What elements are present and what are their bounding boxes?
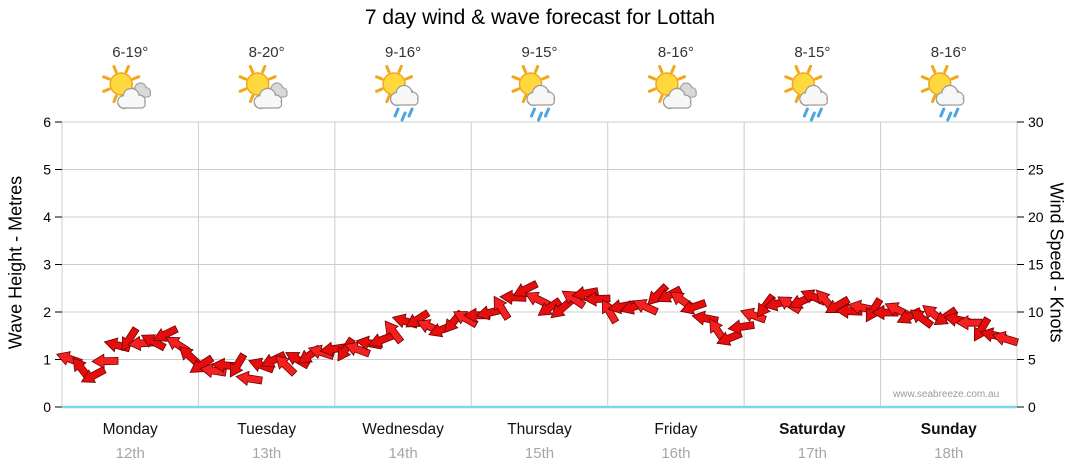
wind-arrow	[601, 299, 620, 325]
weather-icon-partly-cloudy	[647, 64, 697, 110]
right-tick-label: 25	[1028, 162, 1044, 178]
right-tick-label: 10	[1028, 304, 1044, 320]
left-tick-label: 3	[43, 257, 51, 273]
weather-icon-showers	[374, 64, 419, 122]
left-tick-label: 0	[43, 399, 51, 415]
temp-range-label: 9-15°	[521, 44, 557, 61]
wind-arrow	[384, 320, 405, 345]
left-tick-label: 4	[43, 209, 51, 225]
left-tick-label: 1	[43, 352, 51, 368]
weather-icon-partly-cloudy	[238, 64, 288, 110]
wind-arrow	[260, 351, 287, 368]
right-tick-label: 0	[1028, 399, 1036, 415]
day-columns: 6-19° Monday 12th 8-20° Tuesday 13th 9-16° Wedn…	[102, 44, 977, 462]
wind-arrow	[571, 286, 599, 302]
weather-icon-showers	[920, 64, 965, 122]
wind-arrow	[991, 331, 1019, 347]
weather-icon-showers	[511, 64, 556, 122]
right-tick-label: 30	[1028, 114, 1044, 130]
chart-title: 7 day wind & wave forecast for Lottah	[364, 6, 716, 29]
wind-arrow	[537, 297, 563, 316]
wind-arrow	[632, 299, 659, 316]
axis-ticks: 0 1 2 3 4 5 6 0 5 10 15 20 25 30	[43, 114, 1044, 415]
temp-range-label: 8-15°	[794, 44, 830, 61]
day-date-label: 13th	[252, 445, 281, 462]
wind-arrow	[229, 352, 248, 378]
day-name-label: Sunday	[921, 421, 977, 438]
day-date-label: 12th	[116, 445, 145, 462]
day-name-label: Friday	[654, 421, 697, 438]
wind-arrow	[91, 353, 119, 369]
wind-arrow	[909, 309, 935, 329]
right-tick-label: 20	[1028, 209, 1044, 225]
wind-arrow	[80, 366, 107, 383]
weather-icon-showers	[784, 64, 828, 122]
wind-arrow	[337, 336, 356, 362]
wind-arrow	[493, 295, 512, 321]
day-name-label: Tuesday	[237, 421, 296, 438]
temp-range-label: 9-16°	[385, 44, 421, 61]
left-tick-label: 6	[43, 114, 51, 130]
temp-range-label: 8-20°	[249, 44, 285, 61]
day-name-label: Monday	[103, 421, 158, 438]
day-date-label: 16th	[661, 445, 690, 462]
wind-arrow	[561, 290, 587, 310]
day-date-label: 14th	[388, 445, 417, 462]
left-axis-label: Wave Height - Metres	[5, 175, 26, 350]
wind-arrow	[679, 299, 707, 315]
weather-icon-partly-cloudy	[102, 64, 152, 110]
temp-range-label: 6-19°	[112, 44, 148, 61]
day-date-label: 17th	[798, 445, 827, 462]
watermark: www.seabreeze.com.au	[893, 389, 1000, 400]
temp-range-label: 8-16°	[658, 44, 694, 61]
wind-arrow	[740, 307, 767, 324]
right-tick-label: 5	[1028, 352, 1036, 368]
day-name-label: Thursday	[507, 421, 572, 438]
wind-arrow	[152, 325, 179, 342]
wind-arrow	[656, 285, 683, 303]
day-name-label: Saturday	[779, 421, 846, 438]
wind-arrow	[583, 291, 611, 307]
temp-range-label: 8-16°	[931, 44, 967, 61]
wind-arrow	[344, 341, 371, 358]
wind-arrow	[235, 370, 263, 387]
left-tick-label: 5	[43, 162, 51, 178]
wind-arrow	[405, 309, 431, 328]
day-date-label: 18th	[934, 445, 963, 462]
right-axis-label: Wind Speed - Knots	[1046, 182, 1067, 343]
wind-arrow-series	[55, 280, 1019, 387]
wind-arrow	[727, 319, 755, 335]
right-tick-label: 15	[1028, 257, 1044, 273]
wind-arrow	[319, 341, 347, 357]
wind-arrow	[275, 355, 298, 377]
left-tick-label: 2	[43, 304, 51, 320]
day-name-label: Wednesday	[362, 421, 444, 438]
wind-arrow	[140, 334, 167, 352]
day-date-label: 15th	[525, 445, 554, 462]
wind-arrow	[955, 315, 983, 331]
